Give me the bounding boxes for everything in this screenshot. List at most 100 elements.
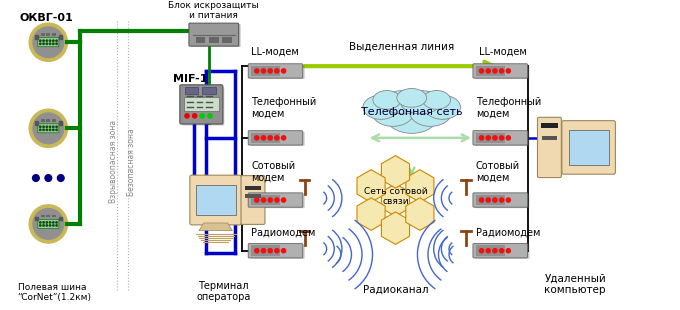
Bar [476, 66, 505, 76]
FancyBboxPatch shape [182, 87, 224, 126]
Polygon shape [199, 223, 233, 231]
Bar [185, 87, 199, 94]
Circle shape [50, 222, 51, 223]
Text: Полевая шина
“CorNet”(1.2км): Полевая шина “CorNet”(1.2км) [18, 283, 92, 303]
Circle shape [39, 126, 41, 127]
Bar [196, 38, 205, 43]
Text: Телефонный
модем: Телефонный модем [476, 97, 541, 119]
Circle shape [185, 114, 189, 118]
Circle shape [275, 249, 279, 253]
Bar [46, 33, 50, 36]
FancyBboxPatch shape [537, 117, 562, 178]
Circle shape [56, 129, 57, 131]
Circle shape [500, 249, 504, 253]
Text: Телефонный
модем: Телефонный модем [251, 97, 316, 119]
Circle shape [282, 249, 286, 253]
Circle shape [33, 209, 64, 239]
FancyBboxPatch shape [180, 85, 223, 124]
Text: Удаленный
компьютер: Удаленный компьютер [545, 273, 606, 295]
Bar [52, 33, 56, 36]
Text: Блок искрозащиты
и питания: Блок искрозащиты и питания [169, 1, 259, 20]
Polygon shape [357, 198, 385, 230]
Circle shape [192, 114, 197, 118]
Bar [59, 122, 63, 125]
Circle shape [56, 225, 57, 226]
Ellipse shape [410, 98, 452, 126]
Circle shape [43, 129, 44, 131]
Circle shape [56, 43, 57, 45]
FancyBboxPatch shape [189, 23, 239, 46]
Circle shape [493, 198, 497, 202]
FancyBboxPatch shape [250, 132, 305, 146]
Text: ОКВГ-01: ОКВГ-01 [20, 13, 73, 23]
Bar [59, 35, 63, 39]
FancyBboxPatch shape [38, 38, 59, 47]
Circle shape [39, 40, 41, 42]
Bar [568, 130, 609, 165]
Bar [41, 119, 45, 122]
FancyBboxPatch shape [562, 121, 615, 174]
Ellipse shape [363, 95, 398, 119]
Circle shape [275, 136, 279, 140]
Ellipse shape [373, 91, 401, 109]
Circle shape [33, 113, 64, 144]
FancyBboxPatch shape [250, 194, 305, 208]
Circle shape [282, 136, 286, 140]
Circle shape [52, 129, 54, 131]
Circle shape [506, 198, 511, 202]
Circle shape [56, 40, 57, 42]
FancyBboxPatch shape [38, 124, 59, 133]
Circle shape [486, 136, 490, 140]
FancyBboxPatch shape [473, 244, 528, 258]
Circle shape [486, 249, 490, 253]
FancyBboxPatch shape [475, 65, 529, 79]
Circle shape [500, 69, 504, 73]
Circle shape [29, 109, 67, 148]
Circle shape [493, 69, 497, 73]
Text: Сеть сотовой
связи: Сеть сотовой связи [364, 187, 427, 206]
Bar [222, 38, 232, 43]
Text: MIF-1: MIF-1 [173, 74, 207, 84]
Circle shape [275, 69, 279, 73]
Circle shape [268, 69, 272, 73]
Text: LL-модем: LL-модем [251, 47, 299, 57]
Polygon shape [381, 156, 409, 188]
Ellipse shape [423, 91, 451, 109]
Circle shape [52, 225, 54, 226]
FancyBboxPatch shape [248, 193, 303, 207]
Circle shape [261, 69, 266, 73]
Circle shape [479, 249, 483, 253]
Circle shape [50, 43, 51, 45]
Bar [251, 195, 280, 205]
Circle shape [29, 23, 67, 61]
Text: Радиомодем: Радиомодем [476, 228, 540, 237]
Text: LL-модем: LL-модем [479, 47, 526, 57]
Circle shape [29, 205, 67, 243]
Circle shape [261, 249, 266, 253]
Circle shape [500, 198, 504, 202]
FancyBboxPatch shape [475, 194, 529, 208]
Ellipse shape [397, 89, 426, 107]
Polygon shape [381, 212, 409, 245]
Ellipse shape [424, 95, 460, 119]
Circle shape [486, 69, 490, 73]
Polygon shape [357, 170, 385, 202]
Circle shape [50, 225, 51, 226]
Bar [35, 217, 38, 220]
FancyBboxPatch shape [475, 132, 529, 146]
Bar [41, 33, 45, 36]
Circle shape [493, 136, 497, 140]
Circle shape [39, 43, 41, 45]
Circle shape [52, 222, 54, 223]
Bar [35, 122, 38, 125]
Text: Радиомодем: Радиомодем [251, 228, 316, 237]
Circle shape [56, 222, 57, 223]
Text: Телефонная сеть: Телефонная сеть [361, 107, 462, 117]
Ellipse shape [383, 91, 423, 114]
Circle shape [39, 222, 41, 223]
Circle shape [45, 175, 52, 181]
Bar [476, 246, 505, 256]
Text: Выделенная линия: Выделенная линия [349, 42, 454, 52]
Circle shape [506, 249, 511, 253]
Circle shape [255, 249, 259, 253]
